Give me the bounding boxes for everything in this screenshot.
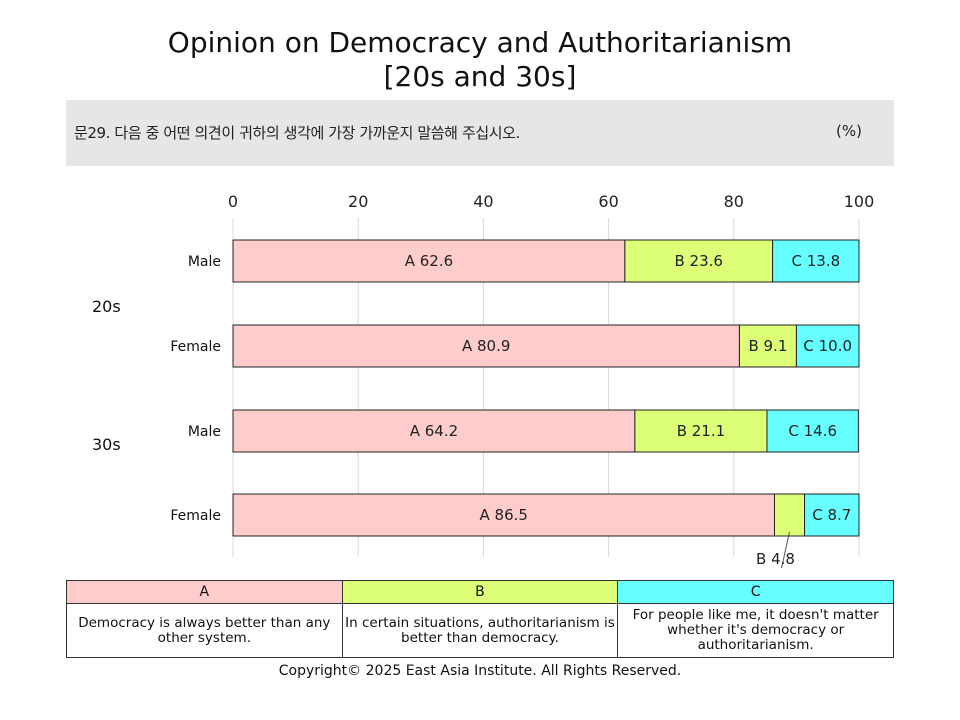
legend-header-b: B bbox=[341, 580, 619, 604]
x-tick-label-40: 40 bbox=[473, 192, 493, 211]
legend-header-a: A bbox=[66, 580, 343, 604]
data-label-a-row-4: A 86.5 bbox=[480, 506, 528, 524]
row-label-2: Female bbox=[170, 339, 221, 355]
legend-table: A B C Democracy is always better than an… bbox=[66, 580, 894, 658]
row-label-1: Male bbox=[188, 254, 221, 270]
unit-label: (%) bbox=[836, 122, 862, 140]
legend-description-c: For people like me, it doesn't matter wh… bbox=[617, 603, 894, 658]
group-label-30s: 30s bbox=[92, 435, 121, 454]
chart-title-line-1: Opinion on Democracy and Authoritarianis… bbox=[167, 26, 793, 59]
data-label-c-row-1: C 13.8 bbox=[791, 252, 840, 270]
row-label-3: Male bbox=[188, 424, 221, 440]
data-label-a-row-2: A 80.9 bbox=[462, 337, 510, 355]
stacked-bar-chart: 0 20 40 60 80 100 A 62.6 B 23.6 C 13.8 Male A 80.9… bbox=[92, 192, 875, 569]
legend-description-b: In certain situations, authoritarianism … bbox=[341, 603, 619, 658]
legend-description-a: Democracy is always better than any othe… bbox=[66, 603, 343, 658]
chart-title-line-2: [20s and 30s] bbox=[383, 60, 577, 93]
group-label-20s: 20s bbox=[92, 297, 121, 316]
data-label-b-row-4: B 4.8 bbox=[756, 550, 795, 568]
bar-segment-c-row-1 bbox=[772, 239, 860, 283]
bar-segment-a-row-2 bbox=[232, 324, 740, 368]
legend-header-c: C bbox=[617, 580, 894, 604]
x-tick-label-60: 60 bbox=[598, 192, 618, 211]
question-banner: 문29. 다음 중 어떤 의견이 귀하의 생각에 가장 가까운지 말씀해 주십시… bbox=[66, 100, 894, 166]
x-tick-label-80: 80 bbox=[724, 192, 744, 211]
bar-segment-b-row-4 bbox=[773, 493, 806, 537]
question-text: 문29. 다음 중 어떤 의견이 귀하의 생각에 가장 가까운지 말씀해 주십시… bbox=[74, 124, 520, 142]
data-label-c-row-4: C 8.7 bbox=[812, 506, 851, 524]
row-label-4: Female bbox=[170, 508, 221, 524]
x-tick-label-100: 100 bbox=[844, 192, 875, 211]
bar-segment-a-row-3 bbox=[232, 409, 636, 453]
data-label-a-row-1: A 62.6 bbox=[405, 252, 453, 270]
bar-segment-b-row-2 bbox=[738, 324, 797, 368]
copyright-notice: Copyright© 2025 East Asia Institute. All… bbox=[278, 663, 682, 679]
bar-segment-b-row-3 bbox=[634, 409, 768, 453]
data-label-c-row-2: C 10.0 bbox=[803, 337, 852, 355]
bar-segment-c-row-2 bbox=[795, 324, 860, 368]
data-label-a-row-3: A 64.2 bbox=[410, 422, 458, 440]
data-label-b-row-3: B 21.1 bbox=[677, 422, 725, 440]
bar-segment-b-row-1 bbox=[624, 239, 774, 283]
data-label-b-row-2: B 9.1 bbox=[748, 337, 787, 355]
leader-line-b-row-4 bbox=[781, 531, 791, 569]
bar-segment-c-row-4 bbox=[804, 493, 860, 537]
data-label-c-row-3: C 14.6 bbox=[788, 422, 837, 440]
x-tick-label-0: 0 bbox=[228, 192, 238, 211]
bar-segment-a-row-4 bbox=[232, 493, 775, 537]
bar-segment-c-row-3 bbox=[766, 409, 859, 453]
x-tick-label-20: 20 bbox=[348, 192, 368, 211]
data-label-b-row-1: B 23.6 bbox=[675, 252, 723, 270]
